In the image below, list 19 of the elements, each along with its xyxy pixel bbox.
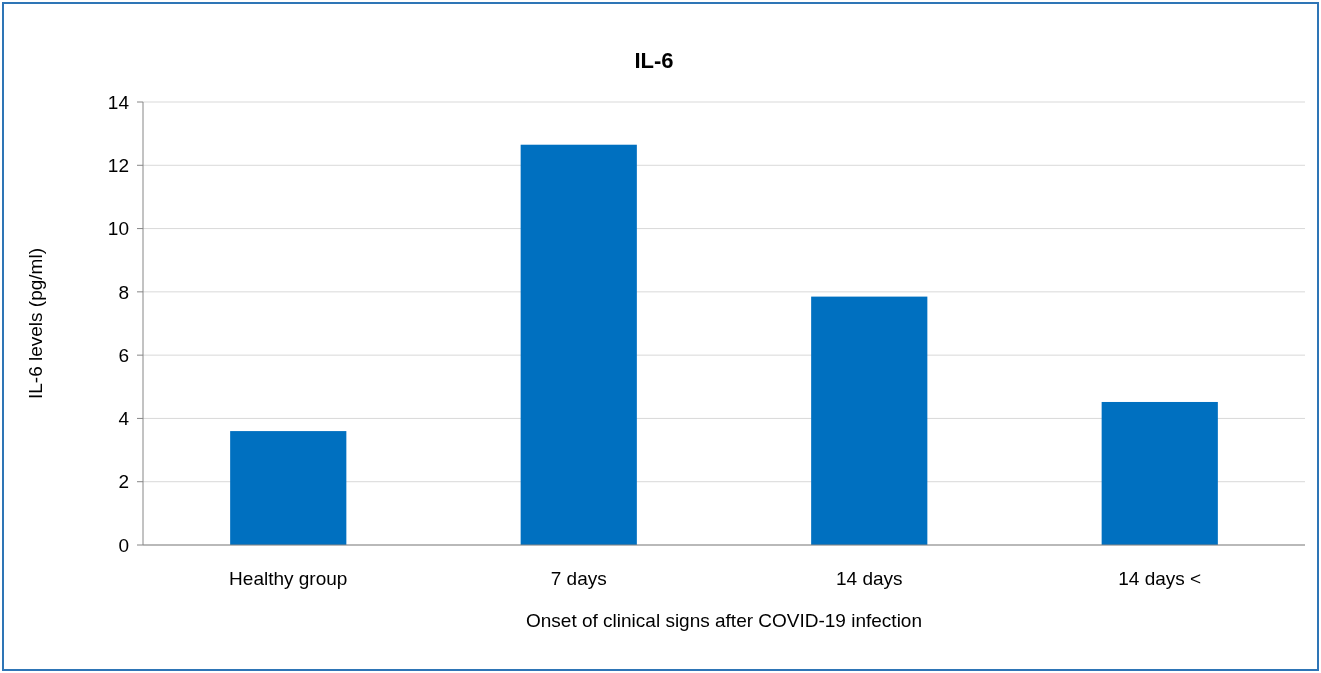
y-tick-label: 0	[118, 534, 129, 556]
y-tick-label: 2	[118, 471, 129, 493]
y-tick-label: 4	[118, 408, 130, 430]
y-tick-label: 8	[118, 281, 129, 303]
y-tick-label: 10	[107, 218, 129, 240]
bar	[230, 431, 347, 545]
x-tick-label: Healthy group	[229, 568, 348, 589]
x-axis-title: Onset of clinical signs after COVID-19 infection	[525, 610, 923, 631]
x-tick-label: 14 days <	[1118, 568, 1202, 589]
y-axis-title: IL-6 levels (pg/ml)	[25, 248, 46, 399]
x-tick-label: 7 days	[550, 568, 607, 589]
y-tick-label: 6	[118, 344, 129, 366]
chart-title: IL-6	[634, 48, 674, 73]
bar	[1101, 401, 1218, 545]
bar	[811, 296, 928, 545]
y-tick-label: 12	[107, 154, 129, 176]
y-tick-label: 14	[107, 91, 130, 113]
x-tick-label: 14 days	[835, 568, 903, 589]
bar	[520, 144, 637, 545]
